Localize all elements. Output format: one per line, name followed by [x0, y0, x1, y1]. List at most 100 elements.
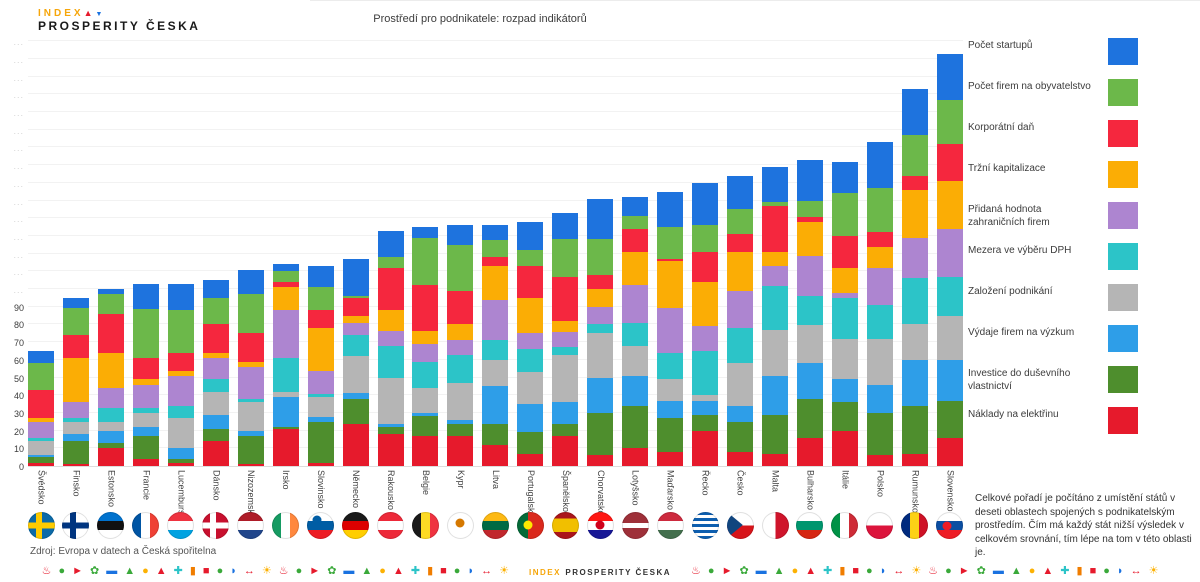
legend-item-Náklady na elektřinu[interactable]: Náklady na elektřinu [968, 407, 1138, 448]
bar-segment-Přidaná hodnota zahraničních firem[interactable] [447, 340, 474, 355]
bar-segment-Investice do duševního vlastnictví[interactable] [517, 432, 544, 454]
bar-segment-Mezera ve výběru DPH[interactable] [552, 347, 579, 355]
bar-segment-Počet startupů[interactable] [622, 196, 649, 217]
bar-segment-Počet startupů[interactable] [901, 89, 928, 136]
bar-segment-Náklady na elektřinu[interactable] [447, 435, 474, 466]
bar-segment-Založení podnikání[interactable] [622, 345, 649, 376]
bar-segment-Počet startupů[interactable] [237, 269, 264, 295]
bar-segment-Mezera ve výběru DPH[interactable] [796, 296, 823, 325]
bar-segment-Založení podnikání[interactable] [936, 315, 963, 360]
bar-segment-Tržní kapitalizace[interactable] [272, 287, 299, 311]
legend-item-Tržní kapitalizace[interactable]: Tržní kapitalizace [968, 161, 1138, 202]
bar-segment-Tržní kapitalizace[interactable] [28, 418, 54, 422]
bar-segment-Korporátní daň[interactable] [272, 281, 299, 288]
bar-segment-Počet firem na obyvatelstvo[interactable] [657, 226, 684, 259]
bar-segment-Založení podnikání[interactable] [272, 391, 299, 397]
bar-segment-Přidaná hodnota zahraničních firem[interactable] [517, 333, 544, 350]
bar-segment-Výdaje firem na výzkum[interactable] [377, 423, 404, 428]
bar-segment-Výdaje firem na výzkum[interactable] [901, 359, 928, 406]
bar-segment-Založení podnikání[interactable] [831, 338, 858, 380]
bar-segment-Korporátní daň[interactable] [796, 216, 823, 222]
bar-segment-Investice do duševního vlastnictví[interactable] [377, 427, 404, 435]
bar-segment-Náklady na elektřinu[interactable] [272, 428, 299, 466]
bar-segment-Založení podnikání[interactable] [202, 391, 229, 415]
bar-segment-Výdaje firem na výzkum[interactable] [727, 405, 754, 422]
bar-segment-Počet startupů[interactable] [831, 161, 858, 194]
bar-segment-Tržní kapitalizace[interactable] [447, 324, 474, 341]
bar-segment-Výdaje firem na výzkum[interactable] [272, 396, 299, 428]
bar-segment-Založení podnikání[interactable] [28, 441, 54, 456]
legend-item-Investice do duševního vlastnictví[interactable]: Investice do duševního vlastnictví [968, 366, 1138, 407]
bar-segment-Tržní kapitalizace[interactable] [132, 379, 159, 385]
bar-segment-Počet firem na obyvatelstvo[interactable] [307, 287, 334, 311]
bar-segment-Počet firem na obyvatelstvo[interactable] [727, 209, 754, 235]
bar-segment-Přidaná hodnota zahraničních firem[interactable] [342, 322, 369, 336]
bar-segment-Počet startupů[interactable] [657, 191, 684, 227]
bar-segment-Korporátní daň[interactable] [307, 310, 334, 329]
bar-segment-Investice do duševního vlastnictví[interactable] [727, 421, 754, 452]
bar-segment-Tržní kapitalizace[interactable] [202, 352, 229, 359]
bar-segment-Investice do duševního vlastnictví[interactable] [28, 457, 54, 463]
bar-segment-Náklady na elektřinu[interactable] [342, 423, 369, 466]
legend-item-Korporátní daň[interactable]: Korporátní daň [968, 120, 1138, 161]
bar-segment-Mezera ve výběru DPH[interactable] [167, 405, 194, 419]
bar-segment-Založení podnikání[interactable] [307, 397, 334, 417]
bar-segment-Založení podnikání[interactable] [132, 412, 159, 428]
bar-segment-Počet firem na obyvatelstvo[interactable] [272, 271, 299, 282]
bar-segment-Mezera ve výběru DPH[interactable] [447, 354, 474, 383]
bar-segment-Založení podnikání[interactable] [377, 377, 404, 424]
bar-segment-Korporátní daň[interactable] [342, 297, 369, 316]
bar-segment-Investice do duševního vlastnictví[interactable] [447, 423, 474, 436]
bar-segment-Investice do duševního vlastnictví[interactable] [202, 428, 229, 442]
bar-segment-Mezera ve výběru DPH[interactable] [727, 327, 754, 364]
bar-segment-Mezera ve výběru DPH[interactable] [202, 379, 229, 392]
bar-segment-Korporátní daň[interactable] [482, 257, 509, 267]
bar-Malta[interactable] [762, 166, 789, 466]
bar-segment-Mezera ve výběru DPH[interactable] [97, 407, 124, 422]
bar-segment-Počet firem na obyvatelstvo[interactable] [28, 363, 54, 391]
bar-segment-Korporátní daň[interactable] [167, 352, 194, 371]
bar-Švédsko[interactable] [28, 351, 54, 466]
bar-segment-Počet startupů[interactable] [132, 283, 159, 309]
bar-segment-Korporátní daň[interactable] [412, 285, 439, 332]
bar-segment-Založení podnikání[interactable] [62, 421, 89, 435]
bar-segment-Založení podnikání[interactable] [97, 421, 124, 431]
bar-segment-Investice do duševního vlastnictví[interactable] [762, 414, 789, 454]
bar-segment-Výdaje firem na výzkum[interactable] [482, 386, 509, 424]
bar-segment-Výdaje firem na výzkum[interactable] [796, 363, 823, 399]
bar-segment-Tržní kapitalizace[interactable] [342, 315, 369, 323]
bar-segment-Tržní kapitalizace[interactable] [412, 331, 439, 344]
bar-segment-Mezera ve výběru DPH[interactable] [866, 305, 893, 339]
bar-segment-Náklady na elektřinu[interactable] [482, 444, 509, 466]
bar-segment-Mezera ve výběru DPH[interactable] [762, 285, 789, 330]
bar-segment-Náklady na elektřinu[interactable] [866, 455, 893, 466]
bar-segment-Založení podnikání[interactable] [657, 379, 684, 401]
bar-segment-Náklady na elektřinu[interactable] [202, 441, 229, 466]
bar-segment-Tržní kapitalizace[interactable] [936, 181, 963, 229]
bar-segment-Náklady na elektřinu[interactable] [552, 435, 579, 466]
bar-segment-Výdaje firem na výzkum[interactable] [307, 416, 334, 422]
bar-segment-Mezera ve výběru DPH[interactable] [482, 340, 509, 360]
bar-segment-Tržní kapitalizace[interactable] [657, 260, 684, 309]
bar-segment-Počet firem na obyvatelstvo[interactable] [482, 239, 509, 258]
bar-Slovinsko[interactable] [307, 266, 334, 466]
bar-segment-Počet startupů[interactable] [727, 175, 754, 210]
legend-item-Počet firem na obyvatelstvo[interactable]: Počet firem na obyvatelstvo [968, 79, 1138, 120]
bar-segment-Přidaná hodnota zahraničních firem[interactable] [552, 331, 579, 348]
bar-segment-Investice do duševního vlastnictví[interactable] [657, 418, 684, 452]
bar-segment-Investice do duševního vlastnictví[interactable] [936, 400, 963, 438]
bar-segment-Tržní kapitalizace[interactable] [237, 361, 264, 367]
bar-Polsko[interactable] [866, 142, 893, 466]
bar-segment-Výdaje firem na výzkum[interactable] [447, 420, 474, 424]
bar-segment-Náklady na elektřinu[interactable] [727, 451, 754, 466]
bar-segment-Náklady na elektřinu[interactable] [132, 458, 159, 466]
bar-segment-Přidaná hodnota zahraničních firem[interactable] [132, 384, 159, 408]
bar-segment-Počet firem na obyvatelstvo[interactable] [132, 308, 159, 359]
bar-segment-Výdaje firem na výzkum[interactable] [552, 402, 579, 424]
bar-segment-Tržní kapitalizace[interactable] [692, 281, 719, 327]
bar-segment-Přidaná hodnota zahraničních firem[interactable] [482, 299, 509, 341]
bar-segment-Tržní kapitalizace[interactable] [517, 297, 544, 334]
bar-Francie[interactable] [132, 283, 159, 466]
bar-Slovensko[interactable] [936, 53, 963, 466]
bar-segment-Výdaje firem na výzkum[interactable] [866, 384, 893, 413]
